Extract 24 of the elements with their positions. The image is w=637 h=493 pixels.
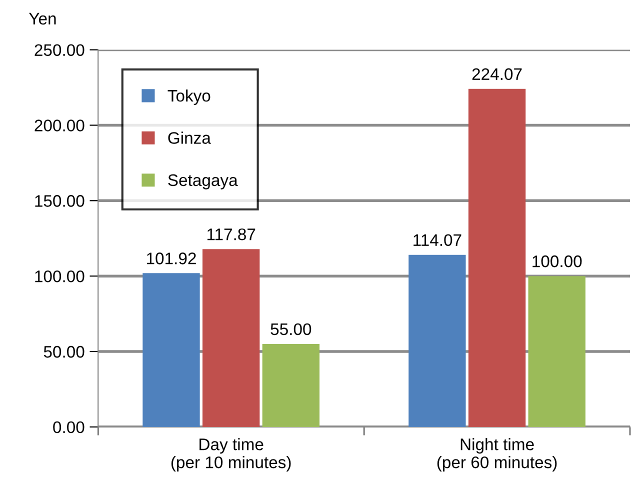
y-tick-label: 0.00	[53, 421, 84, 434]
y-tick-label: 100.00	[35, 270, 84, 282]
data-label: 114.07	[414, 234, 462, 246]
legend-label: Tokyo	[168, 89, 210, 105]
bar	[262, 344, 320, 427]
x-tick-label: Night time (per 60 minutes)	[437, 438, 557, 472]
bar	[468, 88, 526, 427]
legend-label: Setagaya	[168, 174, 238, 190]
data-label: 100.00	[532, 255, 582, 268]
bar	[202, 249, 260, 427]
y-tick-label: 150.00	[35, 195, 84, 207]
y-axis-title: Yen	[29, 12, 56, 25]
data-label: 101.92	[147, 252, 196, 264]
y-tick-label: 250.00	[34, 44, 84, 56]
bar	[408, 254, 466, 427]
data-label: 55.00	[270, 323, 312, 336]
x-tick-label: Day time (per 10 minutes)	[171, 438, 291, 472]
y-tick-label: 200.00	[34, 120, 84, 132]
data-label: 117.87	[207, 228, 256, 240]
data-label: 224.07	[472, 68, 522, 80]
bar	[528, 276, 586, 427]
legend-label: Ginza	[168, 132, 211, 144]
bar	[142, 273, 200, 427]
y-tick-label: 50.00	[44, 346, 84, 358]
